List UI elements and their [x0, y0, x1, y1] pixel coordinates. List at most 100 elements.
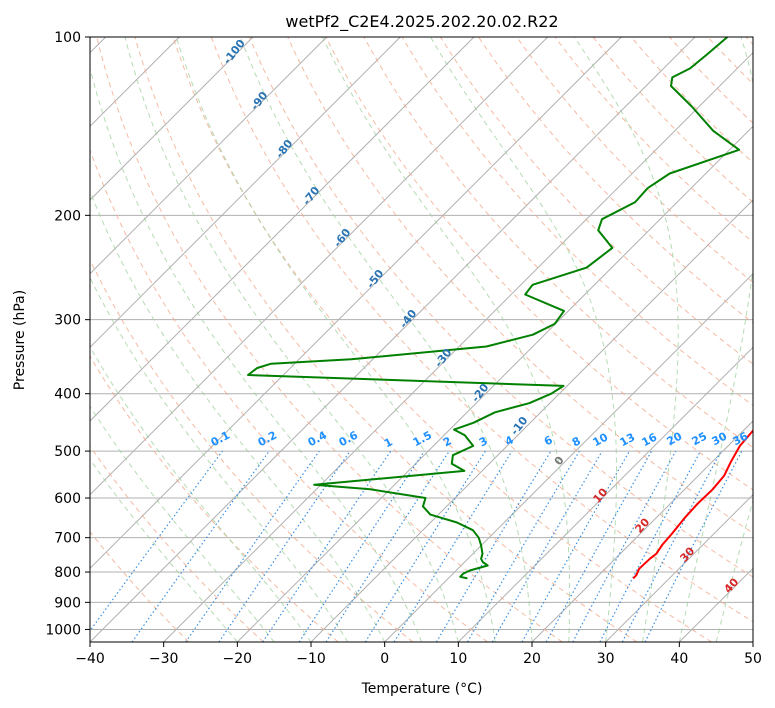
isotherm-line [90, 37, 401, 349]
moist-adiabat-line [430, 37, 617, 642]
mixing-ratio-line [185, 450, 320, 642]
dry-adiabat-line [707, 37, 753, 85]
y-tick-label: 900 [54, 595, 81, 611]
moist-adiabat-label: 30 [677, 544, 697, 564]
sounding-traces [247, 37, 753, 580]
isotherm-line [605, 493, 753, 642]
dry-adiabat-label: -80 [273, 137, 296, 161]
mixing-ratio-label: 30 [710, 429, 730, 448]
moist-adiabat-line [124, 37, 459, 642]
y-tick-label: 1000 [45, 622, 81, 638]
dry-adiabat-label: -90 [248, 89, 271, 113]
x-tick-label: −30 [149, 651, 179, 667]
axes: −40 −30 −20 −10 0 10 20 30 40 5010020030040050060… [45, 30, 762, 667]
mixing-ratio-line [218, 450, 351, 642]
mixing-ratio-label: 0.1 [209, 429, 232, 450]
moist-adiabat-line [175, 37, 496, 642]
mixing-ratio-label: 0.6 [337, 428, 361, 449]
isotherm-line [752, 641, 753, 642]
dry-adiabat-line [287, 37, 753, 534]
dry-adiabat-line [90, 531, 190, 642]
y-tick-label: 800 [54, 565, 81, 581]
mixing-ratio-line [298, 450, 425, 642]
mixing-ratio-line [521, 450, 631, 642]
dry-adiabat-line [96, 37, 563, 642]
mixing-ratio-line [364, 450, 486, 642]
x-axis-label: Temperature (°C) [361, 681, 483, 697]
mixing-ratio-label: 1.5 [411, 429, 434, 450]
moist-adiabat-line [715, 498, 753, 642]
mixing-ratio-label: 20 [665, 429, 685, 448]
mixing-ratio-label: 0.2 [256, 429, 279, 450]
moist-adiabat-line [574, 37, 679, 642]
dewpoint-trace [247, 37, 741, 580]
dry-adiabat-line [325, 37, 753, 491]
mixing-ratio-label: 36 [731, 429, 751, 448]
isotherm-line [90, 37, 622, 570]
moist-adiabat-line [752, 640, 753, 642]
mixing-ratio-line [644, 450, 743, 642]
mixing-ratio-label: 10 [591, 430, 611, 449]
mixing-ratio-label: 13 [618, 431, 638, 450]
moist-adiabat-label: 40 [721, 575, 741, 595]
x-tick-label: −10 [296, 651, 326, 667]
isotherm-line [236, 125, 753, 642]
dry-adiabat-line [439, 37, 753, 365]
y-tick-label: 400 [54, 387, 81, 403]
dry-adiabat-line [90, 445, 264, 642]
moist-adiabat-line [90, 189, 386, 642]
mixing-ratio-line [466, 450, 580, 642]
moist-adiabat-line [239, 37, 533, 642]
isotherm-line [90, 37, 696, 642]
plot-frame [89, 36, 754, 643]
moist-adiabat-label: 10 [590, 485, 610, 505]
x-tick-label: −40 [75, 651, 105, 667]
dry-adiabat-label: -20 [469, 381, 492, 405]
dry-adiabat-label: -10 [508, 414, 531, 438]
dry-adiabat-line [210, 37, 753, 623]
mixing-ratio-label: 25 [690, 430, 710, 449]
dry-adiabat-line [401, 37, 753, 406]
dry-adiabat-label: -100 [221, 37, 248, 67]
dry-adiabat-line [745, 37, 753, 46]
y-tick-label: 200 [54, 208, 81, 224]
mixing-ratio-label: 1 [382, 435, 395, 450]
mixing-ratio-label: 3 [477, 434, 490, 449]
isotherm-line [90, 37, 328, 275]
isotherm-line [531, 420, 753, 642]
y-axis-label: Pressure (hPa) [12, 290, 28, 390]
mixing-ratio-line [393, 450, 513, 642]
moist-adiabat-line [90, 345, 312, 642]
moist-adiabat-label: 20 [632, 515, 652, 535]
moist-adiabat-line [90, 405, 275, 642]
mixing-ratio-line [545, 450, 653, 642]
mixing-ratio-line [131, 450, 270, 642]
mixing-ratio-line [262, 450, 392, 642]
mixing-ratio-label: 0.4 [306, 428, 330, 449]
x-tick-label: 50 [744, 651, 762, 667]
chart-title: wetPf2_C2E4.2025.202.20.02.R22 [285, 12, 558, 32]
isotherm-line [310, 199, 753, 642]
x-tick-label: 40 [670, 651, 688, 667]
moist-adiabat-line [90, 458, 238, 642]
y-tick-label: 700 [54, 531, 81, 547]
isotherm-line [90, 37, 254, 201]
dry-adiabat-label: -50 [364, 267, 387, 291]
background-lines [90, 37, 753, 642]
mixing-ratio-label: 8 [570, 434, 583, 449]
isotherm-line [457, 346, 753, 642]
x-tick-label: 0 [380, 651, 389, 667]
x-tick-label: 30 [597, 651, 615, 667]
mixing-ratio-label: 16 [640, 430, 660, 449]
mixing-ratio-line [572, 450, 677, 642]
dry-adiabat-label: -40 [397, 307, 420, 331]
moist-adiabat-line [322, 37, 571, 642]
y-tick-label: 600 [54, 491, 81, 507]
dry-adiabat-line [478, 37, 753, 324]
dry-adiabat-line [249, 37, 753, 578]
mixing-ratio-line [325, 450, 450, 642]
isotherm-line [163, 51, 753, 642]
mixing-ratio-line [90, 450, 223, 632]
dry-adiabat-label: 0 [552, 454, 567, 468]
dry-adiabat-line [516, 37, 753, 284]
